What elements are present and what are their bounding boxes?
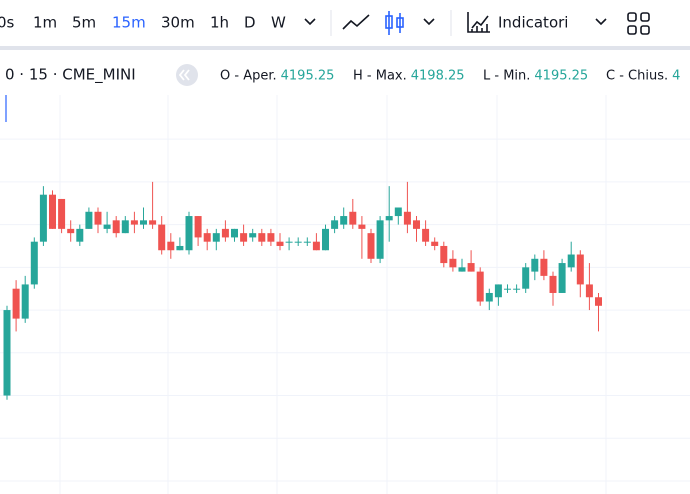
ohlc-legend: O - Aper. 4195.25 H - Max. 4198.25 L - Min. 4… <box>220 69 680 84</box>
candle-body <box>39 194 47 242</box>
candle-body <box>221 228 229 238</box>
candle-body <box>94 211 102 225</box>
candle-body <box>231 228 238 238</box>
candle-body <box>158 224 166 251</box>
candle-body <box>258 233 266 242</box>
candle-body <box>558 263 566 293</box>
candle-body <box>267 233 275 242</box>
candle-body <box>449 258 457 268</box>
interval-button[interactable]: 1h <box>210 14 229 32</box>
candle-body <box>413 220 420 229</box>
candle-body <box>194 216 202 238</box>
ohlc-label: O - Aper. <box>220 69 277 84</box>
interval-button[interactable]: 15m <box>112 14 146 32</box>
ohlc-label: L - Min. <box>483 69 530 84</box>
candle-body <box>504 288 511 290</box>
candle-body <box>458 267 466 272</box>
candle-body <box>249 233 257 238</box>
candle-body <box>30 241 38 285</box>
indicators-button[interactable]: Indicatori <box>498 14 568 32</box>
candle-body <box>185 216 193 251</box>
candle-body <box>285 241 293 243</box>
candle-body <box>522 267 530 289</box>
candle-body <box>167 241 175 251</box>
candle-body <box>467 263 475 272</box>
indicators-icon[interactable] <box>467 12 490 33</box>
candle-body <box>103 224 111 229</box>
toolbar <box>0 0 690 46</box>
candle-body <box>240 233 248 242</box>
candle-body <box>67 228 75 234</box>
candle-body <box>595 297 602 306</box>
candle-body <box>3 310 11 396</box>
candle-body <box>422 228 430 242</box>
chevron[interactable] <box>595 18 607 26</box>
interval-button[interactable]: 30m <box>161 14 195 32</box>
candle-body <box>349 211 357 225</box>
candle-body <box>358 224 366 229</box>
candle-body <box>76 228 84 242</box>
candle-body <box>140 220 147 225</box>
time-grid <box>59 95 607 494</box>
candle-body <box>567 254 575 268</box>
candle-body <box>121 220 129 234</box>
candle-body <box>440 245 448 264</box>
layout-icon[interactable] <box>627 12 650 35</box>
candle-body <box>49 194 56 229</box>
interval-group: 0s 1m 5m 15m 30m 1h D W <box>0 14 286 32</box>
collapse-icon <box>178 69 190 81</box>
candle-body <box>531 258 539 272</box>
line-chart-icon[interactable] <box>342 14 370 30</box>
interval-button[interactable]: D <box>244 14 256 32</box>
ohlc-label: C - Chius. <box>606 69 668 84</box>
candle-body <box>294 241 302 243</box>
chevron[interactable] <box>423 18 435 26</box>
candle-body <box>212 233 220 242</box>
candle-body <box>485 292 493 302</box>
candle-body <box>276 241 284 246</box>
candle-body <box>203 233 211 242</box>
candle-body <box>576 254 584 285</box>
candle-body <box>540 258 548 276</box>
interval-button[interactable]: 5m <box>72 14 96 32</box>
ohlc-label: H - Max. <box>353 69 407 84</box>
candle-body <box>21 284 29 319</box>
ohlc-value: 4198.25 <box>411 69 465 84</box>
candle-body <box>12 288 20 319</box>
interval-button[interactable]: 0s <box>0 14 15 32</box>
symbol: 0 · 15 · CME_MINI <box>5 66 136 85</box>
candle-body <box>58 198 66 229</box>
candle-body <box>385 216 393 221</box>
ohlc-value: 4195.25 <box>534 69 588 84</box>
candle-body <box>303 241 311 243</box>
candle-icon[interactable] <box>385 11 404 35</box>
candle-body <box>331 220 339 229</box>
candle-body <box>176 245 184 251</box>
interval-button[interactable]: 1m <box>33 14 57 32</box>
candle-body <box>112 220 120 234</box>
interval-button[interactable]: W <box>271 14 286 32</box>
ohlc-value: 4 <box>672 69 680 84</box>
candle-body <box>312 241 320 251</box>
ohlc-value: 4195.25 <box>281 69 335 84</box>
candle-body <box>130 220 138 225</box>
collapse-button[interactable] <box>176 64 198 86</box>
candle-body <box>476 271 484 302</box>
toolbar-border <box>0 46 690 50</box>
candle-body <box>340 216 348 225</box>
candle-body <box>494 284 502 298</box>
candle-body <box>367 233 375 259</box>
candle-body <box>585 284 593 298</box>
candle-body <box>376 220 384 259</box>
candle-body <box>403 211 411 225</box>
candle-body <box>149 220 157 225</box>
candle-body <box>431 241 439 246</box>
candle-body <box>513 288 521 290</box>
candle-body <box>394 207 402 217</box>
chevron[interactable] <box>304 18 316 26</box>
candle-body <box>85 211 93 229</box>
candle-body <box>322 228 329 251</box>
candle-body <box>549 275 557 293</box>
